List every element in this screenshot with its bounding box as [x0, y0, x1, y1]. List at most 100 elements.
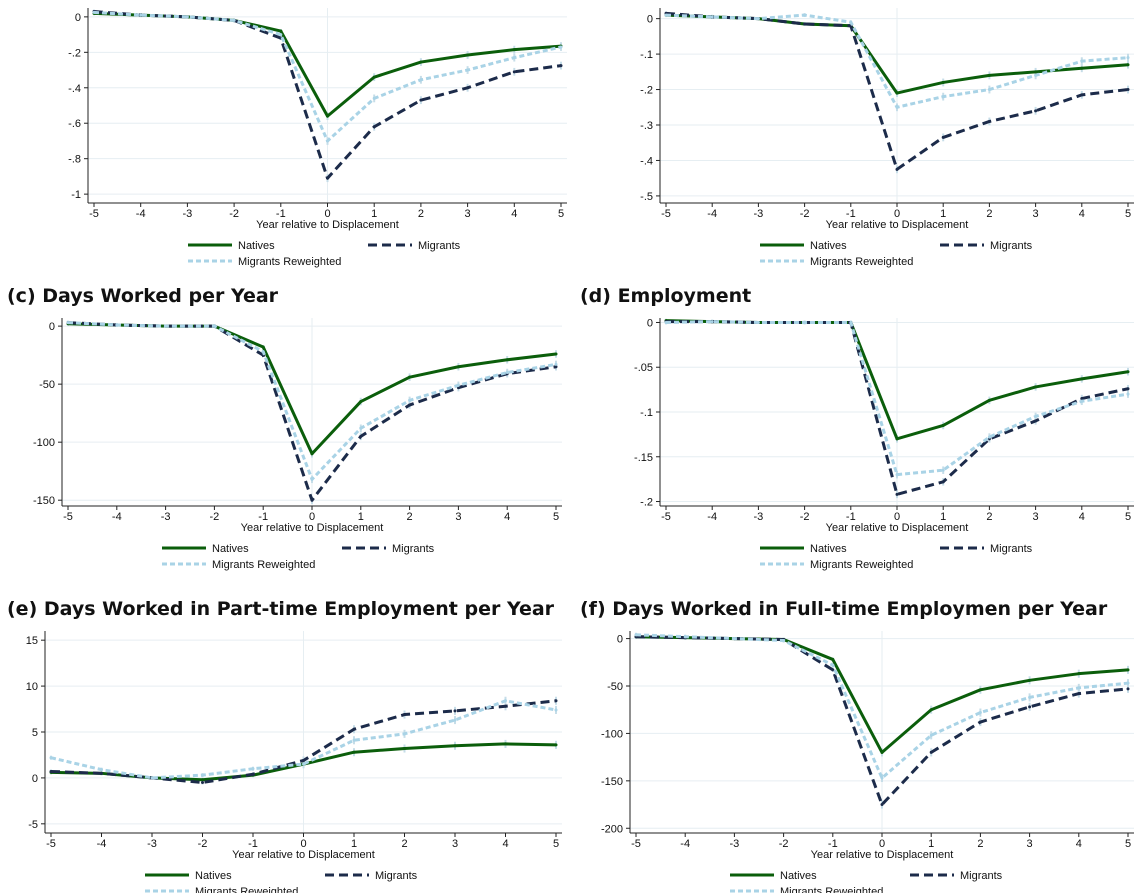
- data-point-reweighted: [372, 96, 376, 100]
- chart-a: 0 -.2 -.4 -.6 -.8 -1 -5 -4 -3 -2 -1 0 1 2 3 4 5 Year rela…: [68, 8, 567, 268]
- x-tick-label: 3: [1033, 208, 1039, 220]
- x-tick-label: 0: [309, 511, 315, 523]
- panel-title-c: (c) Days Worked per Year: [7, 285, 279, 307]
- data-point-reweighted: [408, 398, 412, 402]
- data-point-reweighted: [251, 767, 255, 771]
- data-point-natives: [895, 91, 899, 95]
- data-point-natives: [201, 778, 204, 782]
- data-point-migrants: [512, 70, 516, 74]
- x-tick-label: 0: [894, 511, 900, 523]
- y-tick-label: 0: [617, 634, 623, 646]
- y-tick-label: 10: [26, 681, 38, 693]
- y-tick-label: -.6: [68, 118, 81, 130]
- data-point-natives: [310, 452, 314, 456]
- data-point-migrants: [554, 365, 558, 369]
- data-point-migrants: [880, 803, 884, 807]
- data-point-reweighted: [115, 323, 119, 327]
- x-tick-label: 4: [1076, 838, 1082, 850]
- data-point-migrants: [978, 720, 982, 724]
- data-point-migrants: [49, 769, 53, 773]
- data-point-migrants: [1126, 687, 1130, 691]
- x-tick-label: -4: [707, 208, 717, 220]
- data-point-migrants: [251, 772, 255, 776]
- chart-e: 15 10 5 0 -5 -5 -4 -3 -2 -1 0 1 2 3 4 5 Year relative to…: [26, 631, 562, 893]
- data-point-reweighted: [505, 371, 509, 375]
- y-tick-label: -.4: [68, 83, 81, 95]
- x-tick-label: -1: [248, 838, 258, 850]
- data-point-natives: [1034, 70, 1038, 74]
- data-point-reweighted: [803, 13, 807, 17]
- legend-label-reweighted: Migrants Reweighted: [238, 256, 341, 268]
- data-point-reweighted: [302, 762, 305, 766]
- x-tick-label: -4: [97, 838, 107, 850]
- x-axis-label: Year relative to Displacement: [826, 522, 969, 534]
- data-point-reweighted: [941, 95, 945, 99]
- data-point-natives: [941, 80, 945, 84]
- data-point-reweighted: [895, 473, 899, 477]
- x-tick-label: 1: [371, 208, 377, 220]
- x-tick-label: 4: [1079, 511, 1085, 523]
- data-point-reweighted: [352, 738, 356, 742]
- x-axis-label: Year relative to Displacement: [241, 522, 384, 534]
- data-point-reweighted: [782, 638, 786, 642]
- data-point-reweighted: [554, 708, 558, 712]
- data-point-migrants: [310, 498, 314, 502]
- chart-f: 0 -50 -100 -150 -200 -5 -4 -3 -2 -1 0 1 2 3 4 5 Year rel…: [601, 631, 1134, 893]
- y-tick-label: -.8: [68, 154, 81, 166]
- data-point-natives: [831, 657, 835, 661]
- data-point-reweighted: [1077, 686, 1081, 690]
- y-tick-label: 0: [647, 14, 653, 26]
- data-point-migrants: [895, 167, 899, 171]
- legend-label-natives: Natives: [780, 870, 817, 882]
- data-point-reweighted: [554, 362, 558, 366]
- series-line-reweighted: [50, 699, 557, 780]
- data-point-reweighted: [664, 320, 668, 324]
- data-point-migrants: [559, 64, 563, 68]
- x-tick-label: 0: [879, 838, 885, 850]
- data-point-reweighted: [1126, 392, 1130, 396]
- panel-e: 15 10 5 0 -5 -5 -4 -3 -2 -1 0 1 2 3 4 5 Year relative to…: [0, 623, 572, 893]
- y-tick-label: 0: [32, 773, 38, 785]
- data-point-natives: [408, 375, 412, 379]
- data-point-natives: [359, 400, 363, 404]
- data-point-reweighted: [466, 68, 470, 72]
- data-point-natives: [512, 48, 516, 52]
- data-point-migrants: [941, 480, 945, 484]
- data-point-reweighted: [756, 320, 760, 324]
- x-tick-label: -5: [63, 511, 73, 523]
- data-point-migrants: [831, 668, 835, 672]
- data-point-natives: [453, 744, 457, 748]
- data-point-reweighted: [310, 477, 314, 481]
- data-point-migrants: [1077, 692, 1081, 696]
- data-point-reweighted: [66, 321, 70, 325]
- data-point-reweighted: [1126, 56, 1130, 60]
- panel-c: 0 -50 -100 -150 -5 -4 -3 -2 -1 0 1 2 3 4 5 Year relativ…: [0, 310, 572, 580]
- data-point-reweighted: [261, 350, 265, 354]
- x-tick-label: 4: [1079, 208, 1085, 220]
- data-point-migrants: [504, 704, 507, 708]
- y-tick-label: 0: [49, 321, 55, 333]
- y-tick-label: -.2: [640, 85, 653, 97]
- x-tick-label: -1: [846, 511, 856, 523]
- y-tick-label: -100: [601, 728, 623, 740]
- x-axis-label: Year relative to Displacement: [256, 219, 399, 231]
- x-tick-label: -5: [46, 838, 56, 850]
- data-point-reweighted: [1034, 414, 1038, 418]
- data-point-natives: [1126, 668, 1130, 672]
- data-point-reweighted: [201, 773, 204, 777]
- x-tick-label: -2: [800, 511, 810, 523]
- x-axis-label: Year relative to Displacement: [811, 849, 954, 861]
- data-point-reweighted: [941, 468, 945, 472]
- data-point-reweighted: [456, 383, 460, 387]
- y-tick-label: 5: [32, 727, 38, 739]
- legend-label-natives: Natives: [810, 240, 847, 252]
- data-point-reweighted: [831, 663, 835, 667]
- data-point-reweighted: [756, 17, 760, 21]
- data-point-migrants: [987, 119, 991, 123]
- data-point-reweighted: [453, 718, 457, 722]
- y-tick-label: 0: [647, 317, 653, 329]
- data-point-natives: [352, 750, 356, 754]
- x-tick-label: 1: [940, 511, 946, 523]
- data-point-natives: [505, 358, 509, 362]
- x-tick-label: -4: [707, 511, 717, 523]
